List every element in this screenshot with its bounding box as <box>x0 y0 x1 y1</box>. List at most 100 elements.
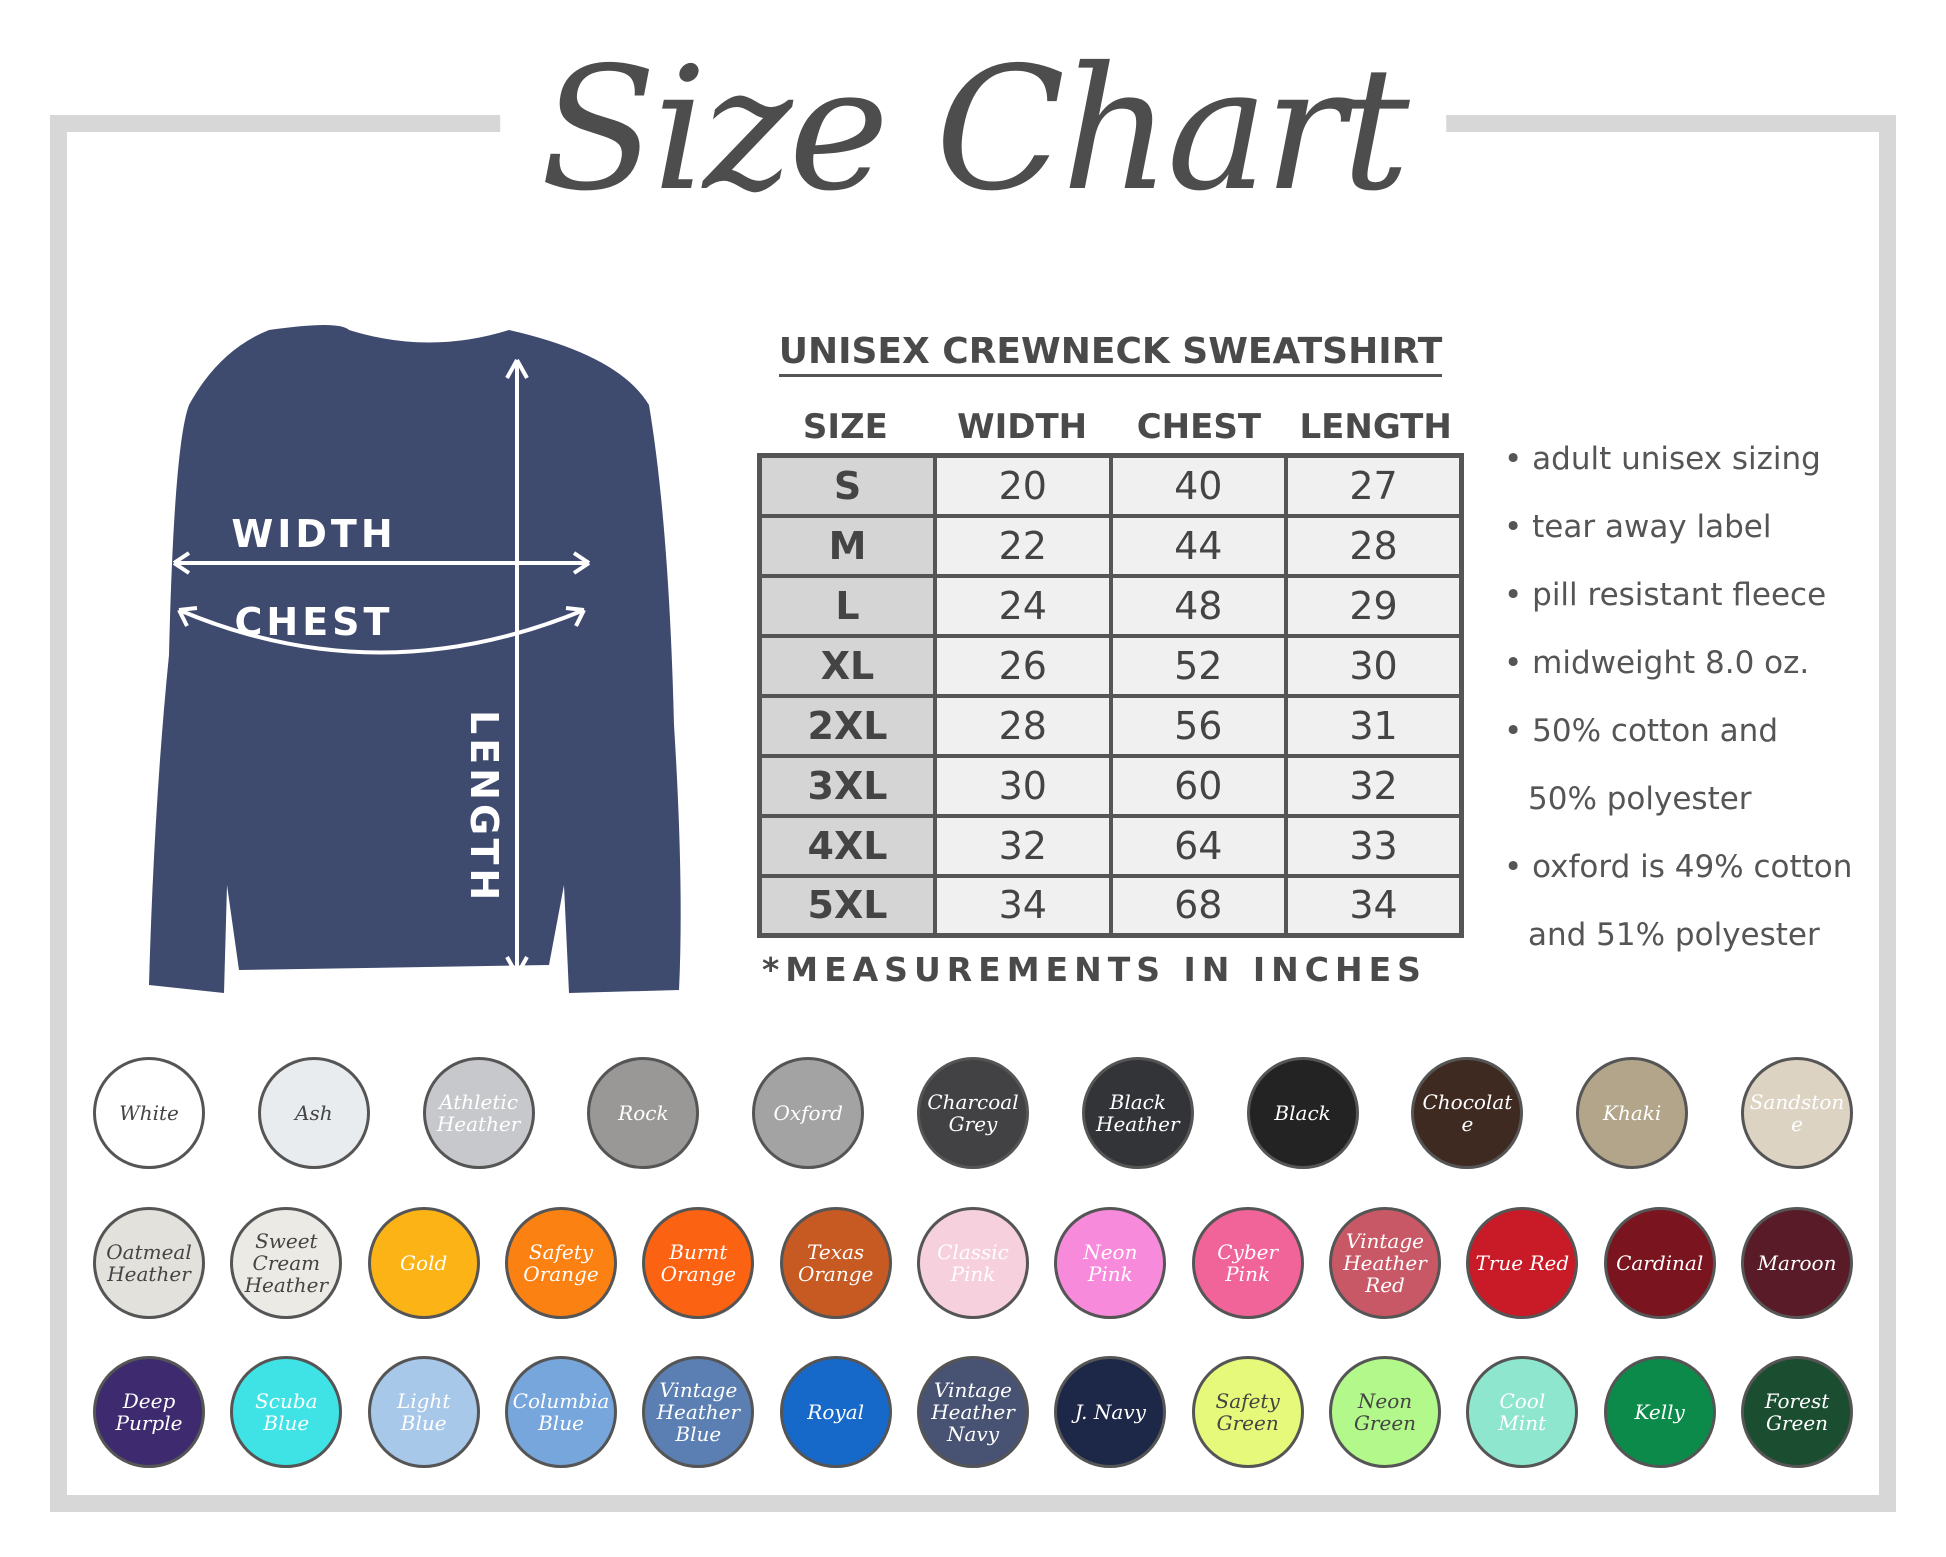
feature-text: and 51% polyester <box>1528 917 1820 953</box>
color-swatch: Khaki <box>1576 1057 1689 1169</box>
header-size: SIZE <box>802 407 888 447</box>
color-swatch: Charcoal Grey <box>917 1057 1029 1169</box>
feature-item: • pill resistant fleece <box>1504 577 1827 613</box>
table-row: 2XL 28 56 31 <box>757 693 1464 758</box>
color-swatch: Deep Purple <box>93 1356 205 1468</box>
table-cell: 44 <box>1108 513 1288 578</box>
feature-list: • adult unisex sizing • tear away label • … <box>1504 437 1852 981</box>
table-cell: 29 <box>1284 573 1464 638</box>
color-swatch: Royal <box>779 1356 892 1468</box>
header-width: WIDTH <box>957 407 1088 447</box>
table-cell: L <box>757 573 937 638</box>
color-swatch: J. Navy <box>1054 1356 1167 1468</box>
table-cell: S <box>757 453 937 518</box>
color-swatch: Black Heather <box>1081 1057 1194 1169</box>
table-cell: 28 <box>933 693 1113 758</box>
length-label: LENGTH <box>462 710 506 904</box>
table-cell: 22 <box>933 513 1113 578</box>
color-swatch: Vintage Heather Navy <box>917 1356 1029 1468</box>
table-cell: 28 <box>1284 513 1464 578</box>
color-swatch: Texas Orange <box>779 1207 892 1319</box>
color-swatch: Vintage Heather Blue <box>642 1356 755 1468</box>
color-swatch: Burnt Orange <box>642 1207 755 1319</box>
table-cell: XL <box>757 633 937 698</box>
color-swatch: Classic Pink <box>917 1207 1029 1319</box>
color-swatch: Cardinal <box>1603 1207 1716 1319</box>
color-swatch: Scuba Blue <box>230 1356 343 1468</box>
table-cell: 20 <box>933 453 1113 518</box>
table-cell: 26 <box>933 633 1113 698</box>
page-title: Size Chart <box>500 0 1446 260</box>
table-cell: 31 <box>1284 693 1464 758</box>
table-cell: 27 <box>1284 453 1464 518</box>
table-title-text: UNISEX CREWNECK SWEATSHIRT <box>778 331 1443 377</box>
color-swatch: Athletic Heather <box>422 1057 535 1169</box>
table-row: 3XL 30 60 32 <box>757 753 1464 818</box>
table-cell: M <box>757 513 937 578</box>
feature-item: • midweight 8.0 oz. <box>1504 645 1810 681</box>
color-swatch: True Red <box>1466 1207 1579 1319</box>
table-row: 4XL 32 64 33 <box>757 813 1464 878</box>
color-swatch: Sandstone <box>1741 1057 1853 1169</box>
table-cell: 64 <box>1108 813 1288 878</box>
table-cell: 30 <box>933 753 1113 818</box>
table-cell: 56 <box>1108 693 1288 758</box>
table-cell: 52 <box>1108 633 1288 698</box>
feature-item: • tear away label <box>1504 509 1772 545</box>
color-swatch: White <box>93 1057 205 1169</box>
measurement-arrows <box>172 359 591 976</box>
table-cell: 4XL <box>757 813 937 878</box>
feature-text: pill resistant fleece <box>1532 577 1827 613</box>
table-cell: 30 <box>1284 633 1464 698</box>
table-cell: 34 <box>1284 873 1464 938</box>
feature-text: 50% polyester <box>1528 781 1752 817</box>
color-swatch: Safety Orange <box>505 1207 617 1319</box>
color-swatch: Ash <box>257 1057 370 1169</box>
table-cell: 32 <box>1284 753 1464 818</box>
sweatshirt-diagram: WIDTH CHEST LENGTH <box>149 325 681 993</box>
color-swatch: Light Blue <box>367 1356 480 1468</box>
table-cell: 32 <box>933 813 1113 878</box>
header-chest: CHEST <box>1136 407 1262 447</box>
color-swatch: Cyber Pink <box>1191 1207 1304 1319</box>
table-cell: 5XL <box>757 873 937 938</box>
feature-item: • 50% cotton and <box>1504 713 1779 749</box>
feature-item: • oxford is 49% cotton <box>1504 849 1853 885</box>
color-swatch: Sweet Cream Heather <box>230 1207 343 1319</box>
feature-text: adult unisex sizing <box>1532 441 1821 477</box>
feature-text: 50% cotton and <box>1532 713 1779 749</box>
color-swatch: Black <box>1246 1057 1359 1169</box>
table-header: SIZE WIDTH CHEST LENGTH <box>757 405 1464 449</box>
color-swatch: Chocolate <box>1411 1057 1524 1169</box>
chest-label: CHEST <box>235 600 394 644</box>
color-swatch: Vintage Heather Red <box>1329 1207 1441 1319</box>
table-cell: 48 <box>1108 573 1288 638</box>
table-cell: 40 <box>1108 453 1288 518</box>
table-cell: 24 <box>933 573 1113 638</box>
header-length: LENGTH <box>1299 407 1452 447</box>
feature-text: midweight 8.0 oz. <box>1532 645 1810 681</box>
color-swatch: Forest Green <box>1741 1356 1853 1468</box>
sweatshirt-shape <box>149 325 681 993</box>
color-swatch: Safety Green <box>1191 1356 1304 1468</box>
color-swatch: Gold <box>367 1207 480 1319</box>
table-row: L 24 48 29 <box>757 573 1464 638</box>
table-row: S 20 40 27 <box>757 453 1464 518</box>
table-cell: 3XL <box>757 753 937 818</box>
table-row: XL 26 52 30 <box>757 633 1464 698</box>
measurement-footnote: *MEASUREMENTS IN INCHES <box>762 950 1427 989</box>
table-title: UNISEX CREWNECK SWEATSHIRT <box>757 330 1464 377</box>
color-swatch: Rock <box>587 1057 700 1169</box>
table-cell: 68 <box>1108 873 1288 938</box>
table-cell: 2XL <box>757 693 937 758</box>
color-swatch: Neon Green <box>1329 1356 1441 1468</box>
feature-text: oxford is 49% cotton <box>1532 849 1853 885</box>
color-swatch: Cool Mint <box>1466 1356 1579 1468</box>
size-table: S 20 40 27 M 22 44 28 L 24 48 29 XL 26 52 30 2XL 28 56 31 3X… <box>757 453 1464 938</box>
color-swatch: Neon Pink <box>1054 1207 1167 1319</box>
table-cell: 34 <box>933 873 1113 938</box>
feature-item: 50% polyester <box>1504 777 1852 845</box>
table-row: M 22 44 28 <box>757 513 1464 578</box>
color-swatch: Kelly <box>1603 1356 1716 1468</box>
table-cell: 33 <box>1284 813 1464 878</box>
